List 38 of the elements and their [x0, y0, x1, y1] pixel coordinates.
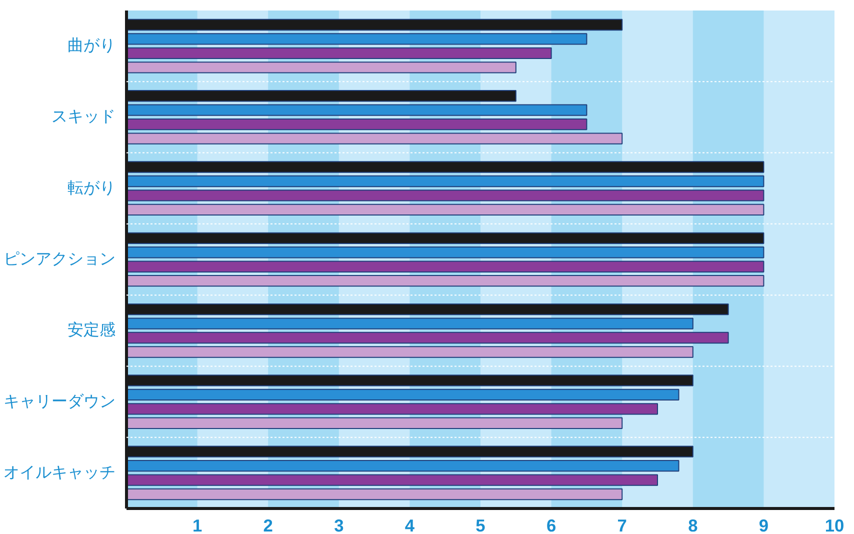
bar — [126, 460, 680, 472]
bar — [126, 175, 764, 188]
x-tick-label: 6 — [546, 516, 556, 534]
y-tick-label: スキッド — [52, 108, 116, 126]
x-tick-label: 5 — [476, 516, 486, 534]
y-tick-label: 安定感 — [68, 321, 116, 340]
x-tick-label: 9 — [758, 516, 769, 534]
y-tick-label: 転がり — [68, 180, 116, 197]
bar — [126, 104, 588, 116]
bar — [126, 132, 623, 144]
x-tick-label: 2 — [263, 516, 273, 534]
bar — [126, 260, 764, 272]
bar — [126, 388, 680, 401]
bar — [126, 417, 623, 429]
x-tick-label: 10 — [824, 516, 844, 534]
bar — [126, 33, 588, 45]
bar — [126, 204, 764, 216]
x-tick-label: 3 — [334, 516, 344, 534]
y-tick-label: 曲がり — [68, 36, 116, 55]
bar — [126, 118, 588, 130]
bar — [126, 190, 764, 202]
bar — [126, 488, 623, 500]
y-tick-label: ピンアクション — [4, 251, 116, 268]
bar — [126, 346, 694, 358]
bar — [126, 332, 729, 344]
x-tick-label: 8 — [688, 516, 698, 534]
bar — [126, 246, 764, 258]
x-tick-label: 7 — [617, 516, 627, 534]
bar — [126, 403, 658, 415]
bar — [126, 275, 764, 287]
bar — [126, 62, 516, 74]
bar — [126, 474, 658, 486]
y-tick-label: オイルキャッチ — [4, 464, 116, 482]
x-tick-label: 4 — [404, 516, 415, 534]
x-tick-label: 1 — [192, 516, 202, 534]
y-tick-label: キャリーダウン — [4, 393, 116, 410]
bar — [126, 47, 552, 60]
bar — [126, 318, 694, 330]
